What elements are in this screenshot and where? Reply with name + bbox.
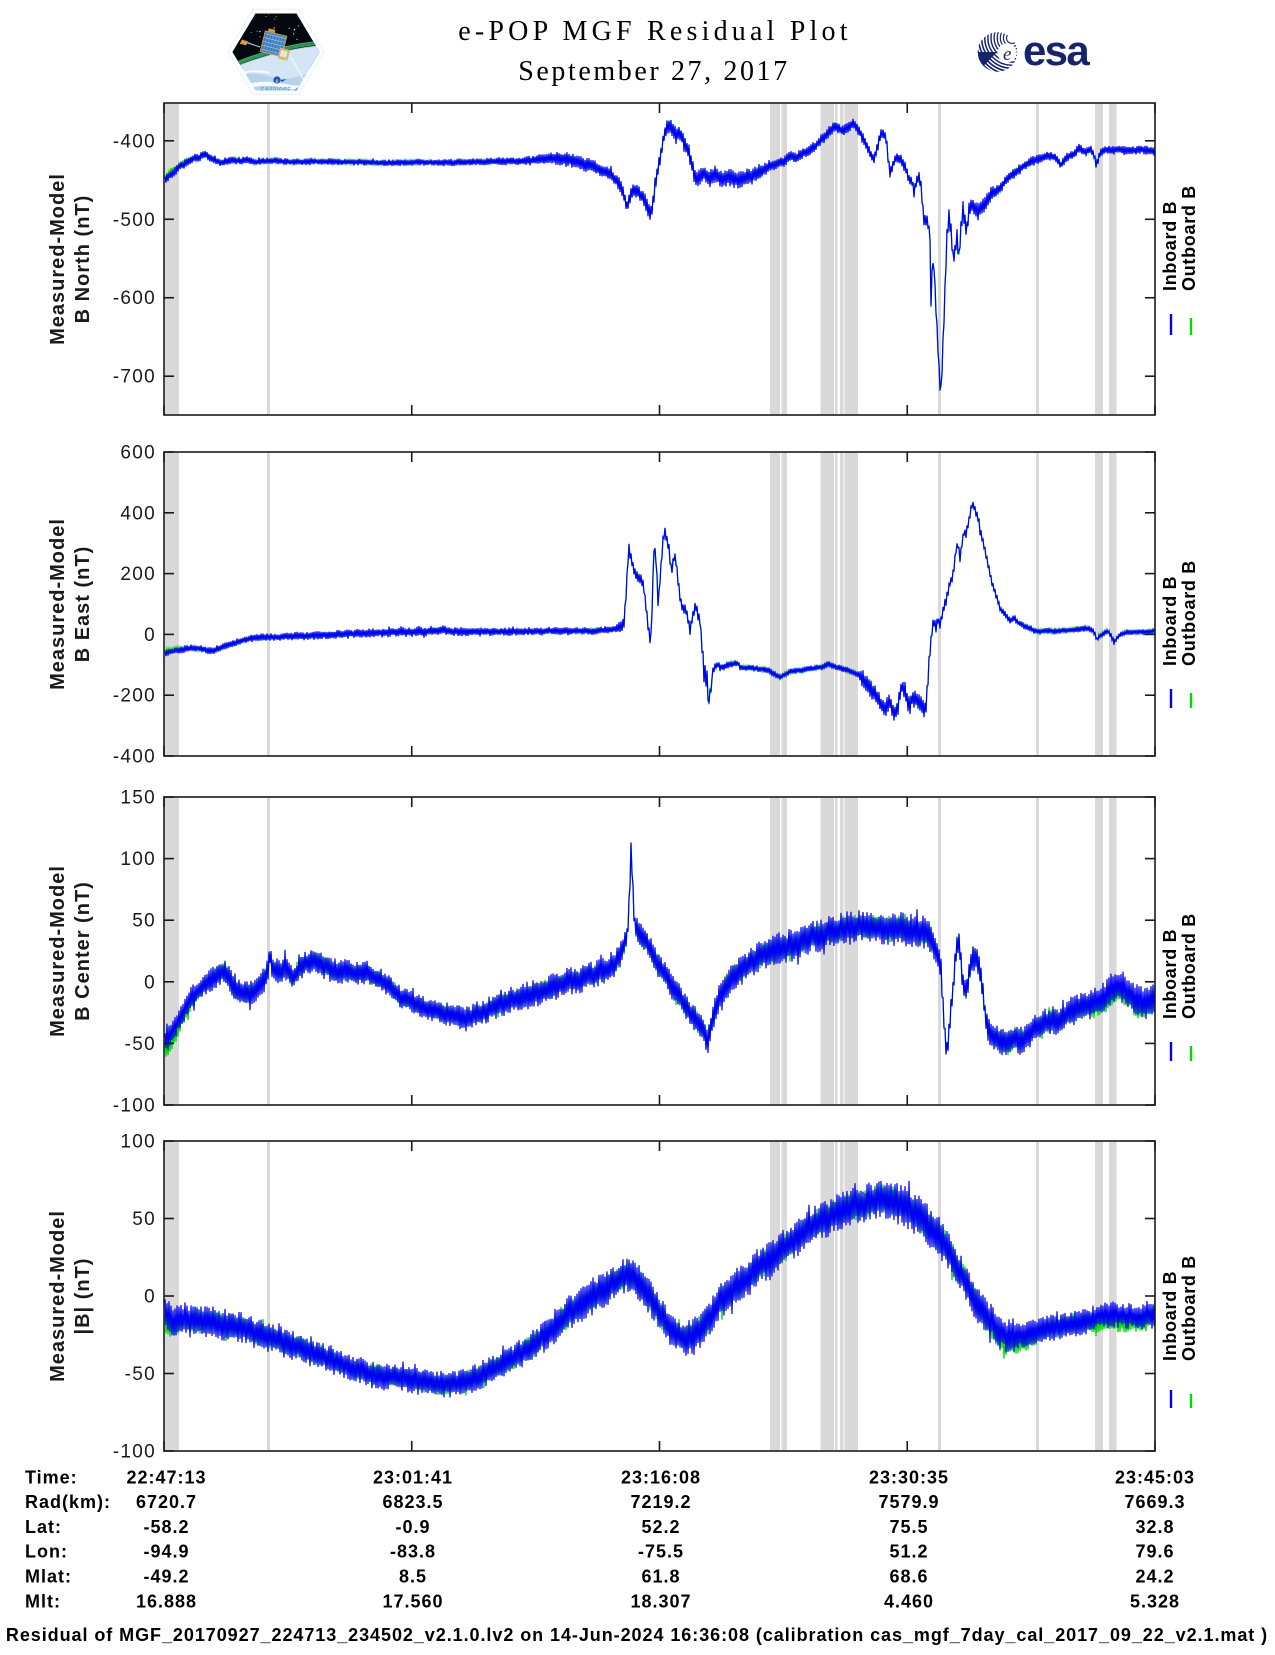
svg-text:17.560: 17.560 — [382, 1591, 443, 1611]
svg-text:200: 200 — [120, 564, 156, 585]
svg-text:September 27, 2017: September 27, 2017 — [518, 56, 790, 87]
svg-text:Lat:: Lat: — [25, 1517, 62, 1537]
svg-text:22:47:13: 22:47:13 — [126, 1467, 206, 1487]
svg-text:7669.3: 7669.3 — [1124, 1492, 1185, 1512]
svg-text:0: 0 — [144, 1287, 156, 1308]
svg-text:23:16:08: 23:16:08 — [621, 1467, 701, 1487]
svg-text:Mlt:: Mlt: — [25, 1591, 61, 1611]
svg-text:68.6: 68.6 — [889, 1567, 928, 1587]
svg-text:23:45:03: 23:45:03 — [1115, 1467, 1195, 1487]
svg-text:100: 100 — [120, 849, 156, 870]
svg-text:61.8: 61.8 — [641, 1567, 680, 1587]
svg-text:Inboard B: Inboard B — [1160, 201, 1180, 291]
svg-text:Rad(km):: Rad(km): — [25, 1492, 111, 1512]
svg-text:CASSIOPE: CASSIOPE — [261, 87, 292, 93]
svg-text:4.460: 4.460 — [884, 1591, 934, 1611]
svg-text:51.2: 51.2 — [889, 1542, 928, 1562]
svg-text:B North (nT): B North (nT) — [72, 195, 94, 324]
svg-text:600: 600 — [120, 443, 156, 464]
svg-text:7219.2: 7219.2 — [630, 1492, 691, 1512]
svg-text:Mlat:: Mlat: — [25, 1567, 72, 1587]
svg-text:400: 400 — [120, 503, 156, 524]
svg-text:32.8: 32.8 — [1135, 1517, 1174, 1537]
svg-text:e: e — [275, 77, 278, 85]
svg-text:Residual of MGF_20170927_22471: Residual of MGF_20170927_224713_234502_v… — [6, 1625, 1268, 1645]
svg-text:-83.8: -83.8 — [390, 1542, 436, 1562]
svg-text:6720.7: 6720.7 — [136, 1492, 197, 1512]
svg-text:-700: -700 — [113, 367, 156, 388]
svg-text:-400: -400 — [113, 131, 156, 152]
svg-text:-0.9: -0.9 — [395, 1517, 430, 1537]
svg-text:7579.9: 7579.9 — [878, 1492, 939, 1512]
svg-text:-600: -600 — [113, 288, 156, 309]
svg-text:100: 100 — [120, 1132, 156, 1153]
svg-text:Inboard B: Inboard B — [1160, 1271, 1180, 1361]
svg-text:-100: -100 — [113, 1442, 156, 1463]
svg-text:e: e — [1003, 44, 1011, 65]
svg-text:Measured-Model: Measured-Model — [47, 173, 69, 345]
svg-text:Outboard B: Outboard B — [1179, 1255, 1199, 1361]
svg-text:-49.2: -49.2 — [143, 1567, 189, 1587]
svg-text:Outboard B: Outboard B — [1179, 185, 1199, 291]
svg-text:-75.5: -75.5 — [638, 1542, 684, 1562]
svg-text:B Center (nT): B Center (nT) — [72, 881, 94, 1021]
svg-text:-500: -500 — [113, 210, 156, 231]
svg-text:18.307: 18.307 — [630, 1591, 691, 1611]
svg-text:52.2: 52.2 — [641, 1517, 680, 1537]
svg-text:e-POP MGF Residual Plot: e-POP MGF Residual Plot — [458, 16, 852, 47]
svg-text:79.6: 79.6 — [1135, 1542, 1174, 1562]
svg-text:Measured-Model: Measured-Model — [47, 865, 69, 1037]
svg-text:-50: -50 — [125, 1034, 156, 1055]
svg-text:Inboard B: Inboard B — [1160, 929, 1180, 1019]
svg-text:16.888: 16.888 — [136, 1591, 197, 1611]
svg-text:-94.9: -94.9 — [143, 1542, 189, 1562]
svg-text:0: 0 — [144, 972, 156, 993]
svg-text:50: 50 — [132, 1209, 156, 1230]
svg-text:-50: -50 — [125, 1364, 156, 1385]
svg-text:5.328: 5.328 — [1130, 1591, 1180, 1611]
svg-text:esa: esa — [1023, 27, 1090, 74]
svg-text:24.2: 24.2 — [1135, 1567, 1174, 1587]
svg-text:75.5: 75.5 — [889, 1517, 928, 1537]
svg-text:Time:: Time: — [25, 1467, 78, 1487]
svg-text:-100: -100 — [113, 1096, 156, 1117]
svg-text:Measured-Model: Measured-Model — [47, 1210, 69, 1382]
svg-text:23:30:35: 23:30:35 — [869, 1467, 949, 1487]
svg-text:|B| (nT): |B| (nT) — [72, 1258, 94, 1335]
svg-text:6823.5: 6823.5 — [382, 1492, 443, 1512]
svg-text:-200: -200 — [113, 686, 156, 707]
svg-text:B East (nT): B East (nT) — [72, 546, 94, 663]
svg-text:-58.2: -58.2 — [143, 1517, 189, 1537]
svg-text:8.5: 8.5 — [399, 1567, 427, 1587]
svg-text:-400: -400 — [113, 747, 156, 768]
svg-text:Outboard B: Outboard B — [1179, 913, 1199, 1019]
svg-text:50: 50 — [132, 911, 156, 932]
svg-text:Lon:: Lon: — [25, 1542, 68, 1562]
svg-text:Inboard B: Inboard B — [1160, 576, 1180, 666]
svg-text:23:01:41: 23:01:41 — [373, 1467, 453, 1487]
svg-text:Measured-Model: Measured-Model — [47, 518, 69, 690]
svg-text:Outboard B: Outboard B — [1179, 560, 1199, 666]
svg-text:150: 150 — [120, 788, 156, 809]
svg-text:0: 0 — [144, 625, 156, 646]
